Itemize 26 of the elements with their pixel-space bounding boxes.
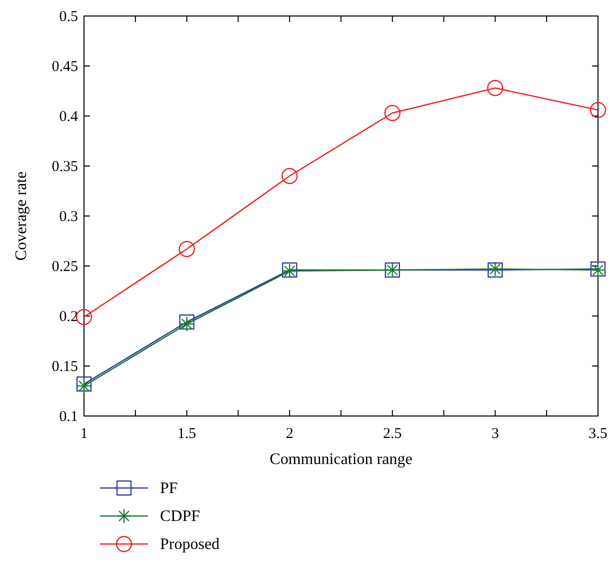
point <box>590 102 606 118</box>
point <box>282 168 298 184</box>
x-tick-label: 2.5 <box>383 426 402 442</box>
y-axis-title: Coverage rate <box>13 171 30 261</box>
x-axis-title: Communication range <box>270 451 412 468</box>
y-tick-label: 0.45 <box>52 59 78 75</box>
y-tick-label: 0.15 <box>52 359 78 375</box>
legend-label: CDPF <box>160 508 200 525</box>
point <box>76 308 92 326</box>
y-tick-label: 0.25 <box>52 259 78 275</box>
point <box>487 80 504 96</box>
y-tick-label: 0.5 <box>59 9 78 25</box>
y-tick-label: 0.1 <box>59 409 78 425</box>
x-tick-label: 3.5 <box>588 426 608 442</box>
x-tick-label: 3 <box>491 426 499 442</box>
y-tick-label: 0.35 <box>52 159 78 175</box>
x-tick-label: 1.5 <box>177 426 196 442</box>
x-tick-label: 1 <box>80 426 88 442</box>
point <box>384 104 400 122</box>
x-tick-label: 2 <box>286 426 294 442</box>
y-tick-label: 0.2 <box>59 309 78 325</box>
legend-label: Proposed <box>160 536 220 553</box>
point <box>178 240 195 258</box>
y-tick-label: 0.4 <box>59 109 78 125</box>
legend-label: PF <box>160 480 178 497</box>
y-tick-label: 0.3 <box>59 209 78 225</box>
